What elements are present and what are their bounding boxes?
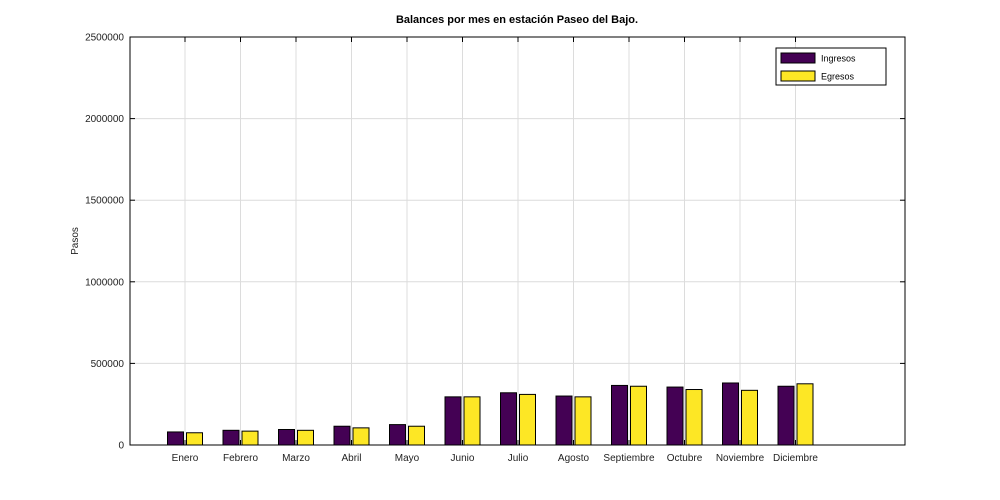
- bars: [167, 382, 814, 446]
- y-tick-label: 500000: [91, 359, 125, 370]
- legend-swatch-ingresos: [780, 52, 816, 64]
- bar-egresos-noviembre: [741, 389, 758, 446]
- bar-egresos-julio: [519, 393, 536, 446]
- y-tick-label: 1500000: [85, 196, 124, 207]
- grid-lines: [130, 37, 905, 445]
- x-tick-label: Octubre: [667, 453, 703, 464]
- bar-egresos-marzo: [297, 429, 314, 446]
- bar-ingresos-junio: [444, 396, 462, 446]
- bar-ingresos-septiembre: [611, 384, 628, 446]
- bar-egresos-abril: [352, 427, 370, 446]
- bar-ingresos-julio: [500, 392, 517, 446]
- bar-egresos-febrero: [241, 430, 259, 446]
- x-tick-label: Mayo: [395, 453, 420, 464]
- bar-egresos-agosto: [574, 396, 592, 446]
- bar-ingresos-diciembre: [777, 385, 795, 446]
- legend-swatch-egresos: [780, 70, 816, 82]
- legend-label-ingresos: Ingresos: [821, 54, 856, 64]
- bar-egresos-octubre: [685, 389, 703, 446]
- bar-egresos-septiembre: [630, 385, 647, 446]
- bar-ingresos-mayo: [389, 424, 406, 446]
- bar-ingresos-abril: [333, 425, 351, 446]
- y-tick-label: 1000000: [85, 277, 124, 288]
- chart-title: Balances por mes en estación Paseo del B…: [396, 14, 638, 26]
- x-tick-label: Noviembre: [716, 453, 765, 464]
- x-tick-label: Marzo: [282, 453, 310, 464]
- y-tick-label: 2000000: [85, 114, 124, 125]
- bar-ingresos-enero: [167, 431, 184, 446]
- x-tick-label: Febrero: [223, 453, 258, 464]
- x-tick-label: Diciembre: [773, 453, 818, 464]
- bar-egresos-junio: [463, 396, 481, 446]
- bar-ingresos-marzo: [278, 428, 295, 446]
- y-tick-label: 0: [118, 441, 124, 452]
- bar-ingresos-agosto: [555, 395, 573, 446]
- legend: Ingresos Egresos: [775, 47, 887, 86]
- bar-ingresos-octubre: [666, 386, 684, 446]
- x-tick-label: Agosto: [558, 453, 590, 464]
- x-tick-label: Julio: [508, 453, 529, 464]
- legend-label-egresos: Egresos: [821, 72, 855, 82]
- y-tick-label: 2500000: [85, 33, 124, 44]
- x-tick-label: Abril: [341, 453, 361, 464]
- x-tick-label: Junio: [451, 453, 475, 464]
- axis-ticks: 0 500000 1000000 1500000 2000000 2500000 Enero…: [85, 33, 905, 464]
- bar-ingresos-noviembre: [722, 382, 739, 446]
- x-tick-label: Enero: [172, 453, 199, 464]
- bar-egresos-enero: [186, 432, 203, 446]
- bar-ingresos-febrero: [222, 429, 240, 446]
- bar-egresos-mayo: [408, 425, 425, 446]
- y-axis-label: Pasos: [70, 227, 81, 255]
- bar-egresos-diciembre: [796, 383, 814, 446]
- x-tick-label: Septiembre: [603, 453, 655, 464]
